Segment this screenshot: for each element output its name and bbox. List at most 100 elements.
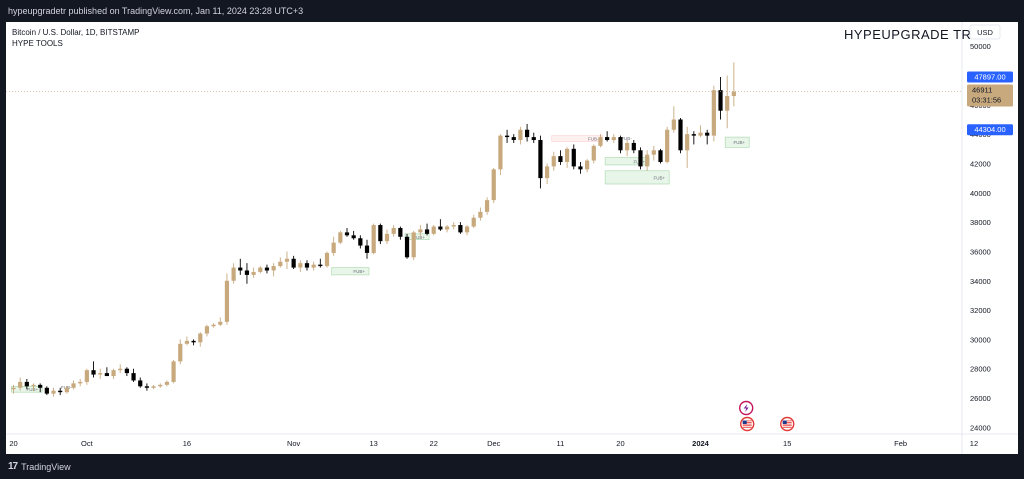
candle-body	[31, 384, 36, 387]
us-flag-icon[interactable]	[740, 416, 755, 432]
time-axis[interactable]: 20 Oct 16 Nov 13 22 Dec 11 20 2024 15 Feb 12	[6, 433, 1018, 448]
candle	[298, 260, 303, 272]
watermark-title: HYPEUPGRADE TR	[844, 27, 971, 42]
candle	[238, 258, 243, 275]
candle-body	[64, 387, 69, 393]
candle	[364, 239, 370, 259]
candle-body	[278, 261, 283, 267]
candle	[78, 378, 83, 387]
candle	[705, 129, 710, 145]
candle-body	[618, 137, 623, 151]
currency-button[interactable]: USD	[969, 24, 1001, 40]
candle	[191, 339, 196, 346]
candle-body	[725, 96, 730, 111]
candle	[424, 223, 430, 236]
candle-body	[491, 169, 496, 201]
symbol-legend[interactable]: Bitcoin / U.S. Dollar, 1D, BITSTAMP	[12, 28, 139, 37]
us-flag-icon[interactable]	[780, 416, 795, 432]
footer-brand: TradingView	[21, 461, 71, 472]
candle	[611, 134, 616, 143]
candle	[171, 359, 176, 384]
candle-body	[391, 227, 396, 234]
chart-frame[interactable]: FUB+FUB-FUB+FUB+FUB-FUB-FUB+FUB+FUB+ 240…	[6, 22, 1018, 454]
y-tick-label: 28000	[970, 365, 991, 374]
candle-body	[298, 263, 303, 268]
candle	[511, 134, 516, 143]
candle-body	[18, 381, 23, 388]
candle	[605, 131, 610, 142]
candle-body	[631, 142, 636, 151]
candle-body	[138, 380, 143, 387]
candle-body	[198, 333, 203, 343]
candle-body	[398, 227, 403, 237]
candle	[64, 386, 69, 394]
fvg-label: FUB-	[588, 137, 599, 142]
candle	[625, 140, 630, 157]
price-chart[interactable]: FUB+FUB-FUB+FUB+FUB-FUB-FUB+FUB+FUB+ 240…	[6, 22, 1018, 454]
candle	[591, 144, 596, 164]
fvg-label: FUB+	[413, 235, 425, 240]
y-tick-label: 26000	[970, 394, 991, 403]
lightning-icon[interactable]	[739, 400, 754, 416]
candle-body	[44, 387, 49, 394]
candle-body	[324, 252, 330, 267]
flag-stripe	[782, 425, 792, 427]
candle	[351, 230, 356, 240]
candle-body	[524, 129, 530, 138]
x-tick-label: 13	[370, 439, 378, 448]
candle	[244, 263, 250, 284]
candle	[198, 332, 203, 347]
candle-body	[678, 119, 683, 151]
candle-body	[731, 91, 736, 97]
tradingview-logo[interactable]: 17 TradingView	[8, 461, 71, 472]
candle	[384, 229, 390, 245]
candle	[484, 197, 490, 215]
candle	[718, 76, 723, 120]
candle	[224, 273, 230, 325]
fvg-zone	[604, 170, 670, 185]
candle	[318, 258, 323, 268]
candle	[338, 230, 343, 245]
candle-body	[91, 370, 96, 375]
candle-body	[578, 166, 583, 170]
candle-body	[291, 258, 296, 268]
candle-body	[178, 343, 183, 362]
candle	[138, 377, 143, 388]
candle	[438, 219, 443, 231]
indicator-legend[interactable]: HYPE TOOLS	[12, 39, 63, 48]
candle-body	[611, 137, 616, 141]
fvg-label: FUB+	[27, 387, 39, 392]
fvg-label: FUB+	[654, 175, 666, 180]
x-tick-label: 20	[616, 439, 624, 448]
economic-events[interactable]	[739, 400, 795, 432]
candle-body	[264, 267, 270, 271]
candle-body	[504, 135, 510, 138]
low-price-badge: 44304.00	[967, 124, 1013, 136]
candle	[731, 62, 736, 107]
currency-label: USD	[977, 28, 993, 37]
candle-body	[284, 258, 290, 262]
candle	[478, 207, 483, 221]
candle-body	[251, 271, 256, 275]
candle-body	[144, 386, 149, 388]
candle-body	[118, 368, 123, 371]
fvg-label: FUB+	[353, 269, 365, 274]
candle-body	[191, 340, 196, 343]
candle	[91, 361, 96, 378]
candle	[38, 383, 43, 393]
candle	[571, 144, 576, 170]
flag-canton	[742, 420, 747, 424]
candle-body	[411, 232, 416, 258]
candle	[665, 126, 670, 164]
candle-body	[258, 267, 263, 272]
candle	[31, 383, 36, 391]
candle-body	[338, 232, 343, 243]
candle	[638, 147, 643, 170]
candle-body	[598, 137, 603, 146]
candle	[411, 230, 416, 261]
candle-body	[24, 381, 29, 387]
candle	[44, 386, 49, 396]
candle	[278, 257, 283, 268]
candle	[111, 368, 116, 379]
candle	[578, 162, 583, 174]
